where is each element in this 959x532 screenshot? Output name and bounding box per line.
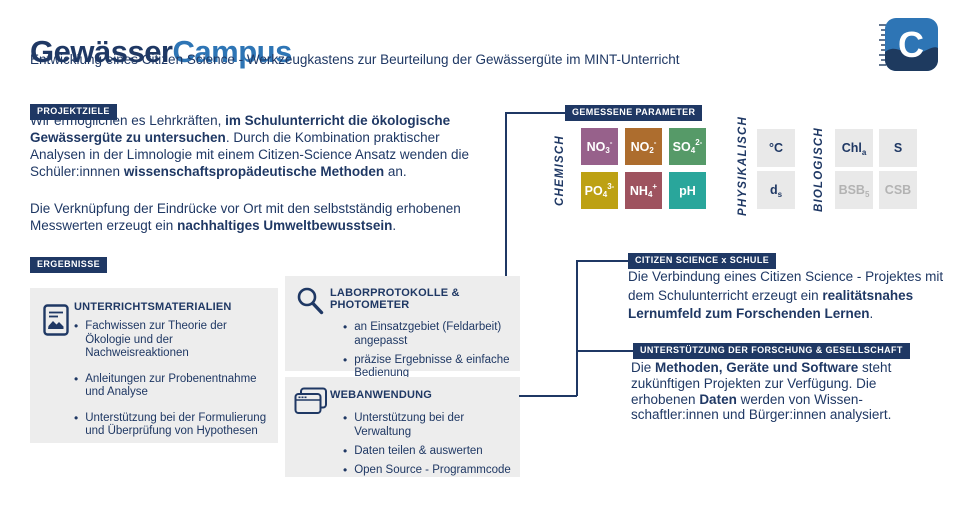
box-laborprotokolle: LABORPROTOKOLLE & PHOTOMETER an Einsatzg…: [285, 276, 520, 412]
gewaessercampus-logo-icon: C: [876, 16, 940, 79]
title-part-2: Campus: [172, 33, 293, 69]
title-part-1: Gewässer: [30, 33, 173, 69]
connector-line: [519, 395, 577, 397]
document-icon: [43, 304, 69, 336]
parameter-tile-so4: SO 4 2-: [669, 128, 706, 165]
section-label-citizen-science-schule: CITIZEN SCIENCE x SCHULE: [628, 253, 777, 269]
section-label-projektziele: PROJEKTZIELE: [30, 104, 117, 120]
group-label-chemisch: CHEMISCH: [554, 135, 566, 206]
page-title: GewässerCampus: [30, 33, 293, 69]
parameter-tile-s: S: [879, 129, 917, 167]
magnifier-icon: [295, 286, 325, 316]
parameter-tile-bsb5: BSB 5: [835, 171, 873, 209]
box-title: LABORPROTOKOLLE & PHOTOMETER: [330, 287, 460, 311]
connector-line: [576, 260, 628, 262]
page-subtitle: Entwicklung eines Citizen Science - Werk…: [30, 52, 680, 67]
connector-line: [505, 112, 565, 114]
group-label-physikalisch: PHYSIKALISCH: [737, 115, 749, 216]
list-item: Unterstützung bei der Formulierung und Ü…: [74, 412, 270, 439]
connector-line: [576, 260, 578, 396]
logo-ruler-ticks: [879, 24, 886, 66]
group-label-biologisch: BIOLOGISCH: [813, 127, 825, 212]
parameter-tile-no3: NO 3-: [581, 128, 618, 165]
list-item: Open Source - Programmcode: [343, 464, 515, 478]
parameter-tile-po4: PO 4 3-: [581, 172, 618, 209]
parameter-tile-chla: Chl a: [835, 129, 873, 167]
box-webanwendung: WEBANWENDUNG Unterstützung bei der Verwa…: [285, 377, 520, 477]
projektziele-paragraph-2: Die Verknüpfung der Eindrücke vor Ort mi…: [30, 201, 461, 233]
parameter-tile-nh4: NH 4 +: [625, 172, 662, 209]
list-item: Daten teilen & auswerten: [343, 445, 515, 459]
browser-icon: [294, 387, 328, 416]
parameter-tile-csb: CSB: [879, 171, 917, 209]
list-item: Unterstützung bei der Verwaltung: [343, 412, 515, 439]
box-unterrichtsmaterialien: UNTERRICHTSMATERIALIEN Fachwissen zur Th…: [30, 288, 278, 443]
list-item: Fachwissen zur Theorie der Ökologie und …: [74, 320, 270, 361]
forschung-paragraph: Die Methoden, Geräte und Software steht …: [631, 360, 892, 423]
list-item: an Einsatzgebiet (Feldarbeit) angepasst: [343, 321, 515, 348]
parameter-tile-ph: pH: [669, 172, 706, 209]
projektziele-paragraph-1: Wir ermöglichen es Lehrkräften, im Schul…: [30, 113, 469, 179]
box-title: WEBANWENDUNG: [330, 389, 433, 401]
parameter-tile-temperature: °C: [757, 129, 795, 167]
section-label-gemessene-parameter: GEMESSENE PARAMETER: [565, 105, 703, 121]
section-label-forschung-gesellschaft: UNTERSTÜTZUNG DER FORSCHUNG & GESELLSCHA…: [633, 343, 910, 359]
box-title: UNTERRICHTSMATERIALIEN: [74, 301, 232, 313]
parameter-tile-no2: NO 2-: [625, 128, 662, 165]
svg-text:C: C: [898, 24, 924, 65]
citizen-science-paragraph: Die Verbindung eines Citizen Science - P…: [628, 269, 944, 321]
section-label-ergebnisse: ERGEBNISSE: [30, 257, 108, 273]
list-item: Anleitungen zur Probenentnahme und Analy…: [74, 373, 270, 400]
connector-line: [505, 112, 507, 276]
list-item: präzise Ergebnisse & einfache Bedienung: [343, 354, 515, 381]
connector-line: [576, 350, 633, 352]
